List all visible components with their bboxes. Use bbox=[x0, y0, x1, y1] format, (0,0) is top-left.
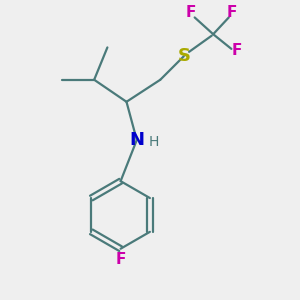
Text: N: N bbox=[129, 131, 144, 149]
Text: H: H bbox=[149, 135, 160, 149]
Text: F: F bbox=[116, 252, 126, 267]
Text: F: F bbox=[232, 43, 242, 58]
Text: S: S bbox=[177, 47, 190, 65]
Text: F: F bbox=[227, 5, 238, 20]
Text: F: F bbox=[186, 5, 196, 20]
